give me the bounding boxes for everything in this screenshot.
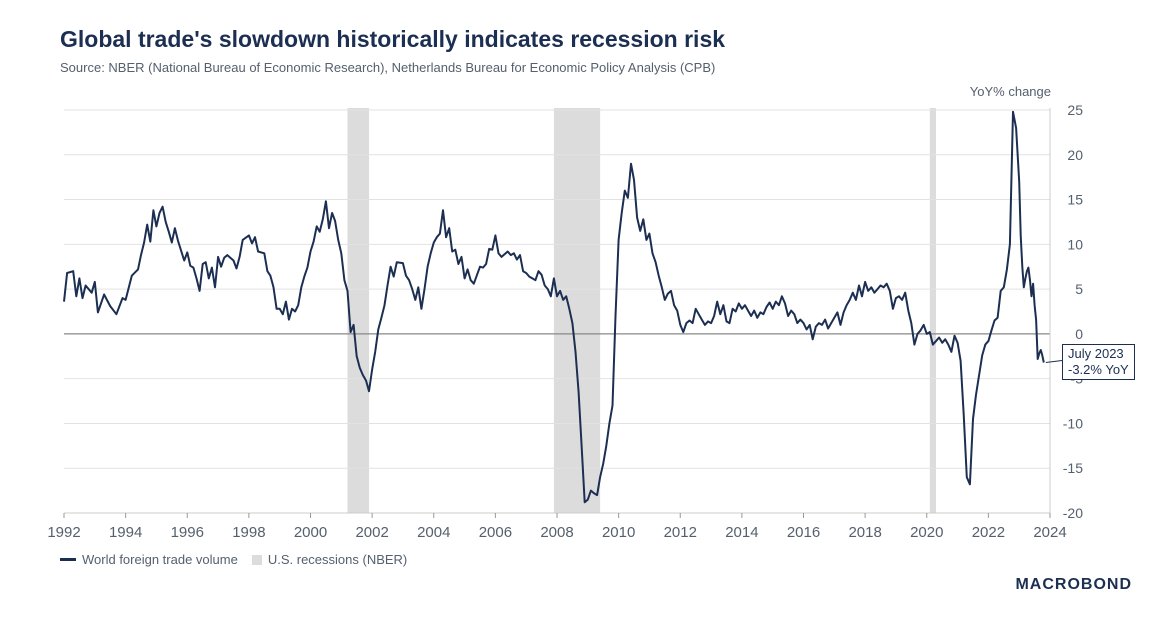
legend: World foreign trade volume U.S. recessio… — [60, 552, 407, 567]
legend-line-swatch — [60, 558, 76, 561]
y-tick-label: 10 — [1067, 236, 1083, 252]
x-tick-label: 2014 — [725, 524, 758, 541]
x-tick-label: 2004 — [417, 524, 450, 541]
series-line — [63, 110, 1063, 504]
callout-value: -3.2% YoY — [1068, 362, 1129, 377]
x-tick-label: 2020 — [910, 524, 943, 541]
recession-bands — [347, 108, 936, 513]
recession-band-0 — [347, 108, 370, 513]
x-tick-label: 2024 — [1033, 524, 1066, 541]
x-axis-ticks: 1992 1994 1996 1998 2000 2002 2004 2006 2008 2010… — [47, 513, 1067, 541]
x-tick-label: 1996 — [171, 524, 204, 541]
x-tick-label: 2002 — [355, 524, 388, 541]
macrobond-logo: MACROBOND — [1015, 576, 1132, 593]
x-tick-label: 2008 — [540, 524, 573, 541]
y-tick-label: 0 — [1075, 326, 1083, 342]
y-tick-label: 20 — [1067, 147, 1083, 163]
x-tick-label: 1994 — [109, 524, 142, 541]
x-tick-label: 2010 — [602, 524, 635, 541]
x-tick-label: 2000 — [294, 524, 327, 541]
recession-band-2 — [929, 108, 936, 513]
legend-item-recessions: U.S. recessions (NBER) — [251, 552, 408, 567]
y-axis-label: YoY% change — [970, 84, 1051, 99]
x-tick-label: 2016 — [787, 524, 820, 541]
x-tick-label: 2022 — [972, 524, 1005, 541]
y-axis-ticks: -20-15-10-50510152025 — [1063, 102, 1083, 521]
chart-title: Global trade's slowdown historically ind… — [60, 26, 726, 52]
y-tick-label: 25 — [1067, 102, 1083, 118]
recession-band-1 — [553, 108, 601, 513]
x-tick-label: 2006 — [479, 524, 512, 541]
series-line-0 — [63, 110, 1045, 504]
x-tick-label: 1992 — [47, 524, 80, 541]
y-tick-label: 5 — [1075, 281, 1083, 297]
legend-series-label: World foreign trade volume — [82, 552, 238, 567]
x-tick-label: 2018 — [848, 524, 881, 541]
latest-value-callout: July 2023 -3.2% YoY — [1062, 344, 1135, 380]
callout-date: July 2023 — [1068, 346, 1124, 361]
x-tick-label: 2012 — [664, 524, 697, 541]
x-tick-label: 1998 — [232, 524, 265, 541]
y-tick-label: -10 — [1063, 415, 1083, 431]
y-tick-label: 15 — [1067, 192, 1083, 208]
legend-recession-label: U.S. recessions (NBER) — [267, 552, 408, 567]
y-tick-label: -15 — [1063, 460, 1083, 476]
callout-leader-line — [1045, 360, 1063, 364]
legend-item-series: World foreign trade volume — [60, 552, 238, 567]
legend-recession-swatch — [251, 554, 262, 565]
chart-subtitle: Source: NBER (National Bureau of Economi… — [60, 60, 716, 75]
y-tick-label: -20 — [1063, 505, 1083, 521]
